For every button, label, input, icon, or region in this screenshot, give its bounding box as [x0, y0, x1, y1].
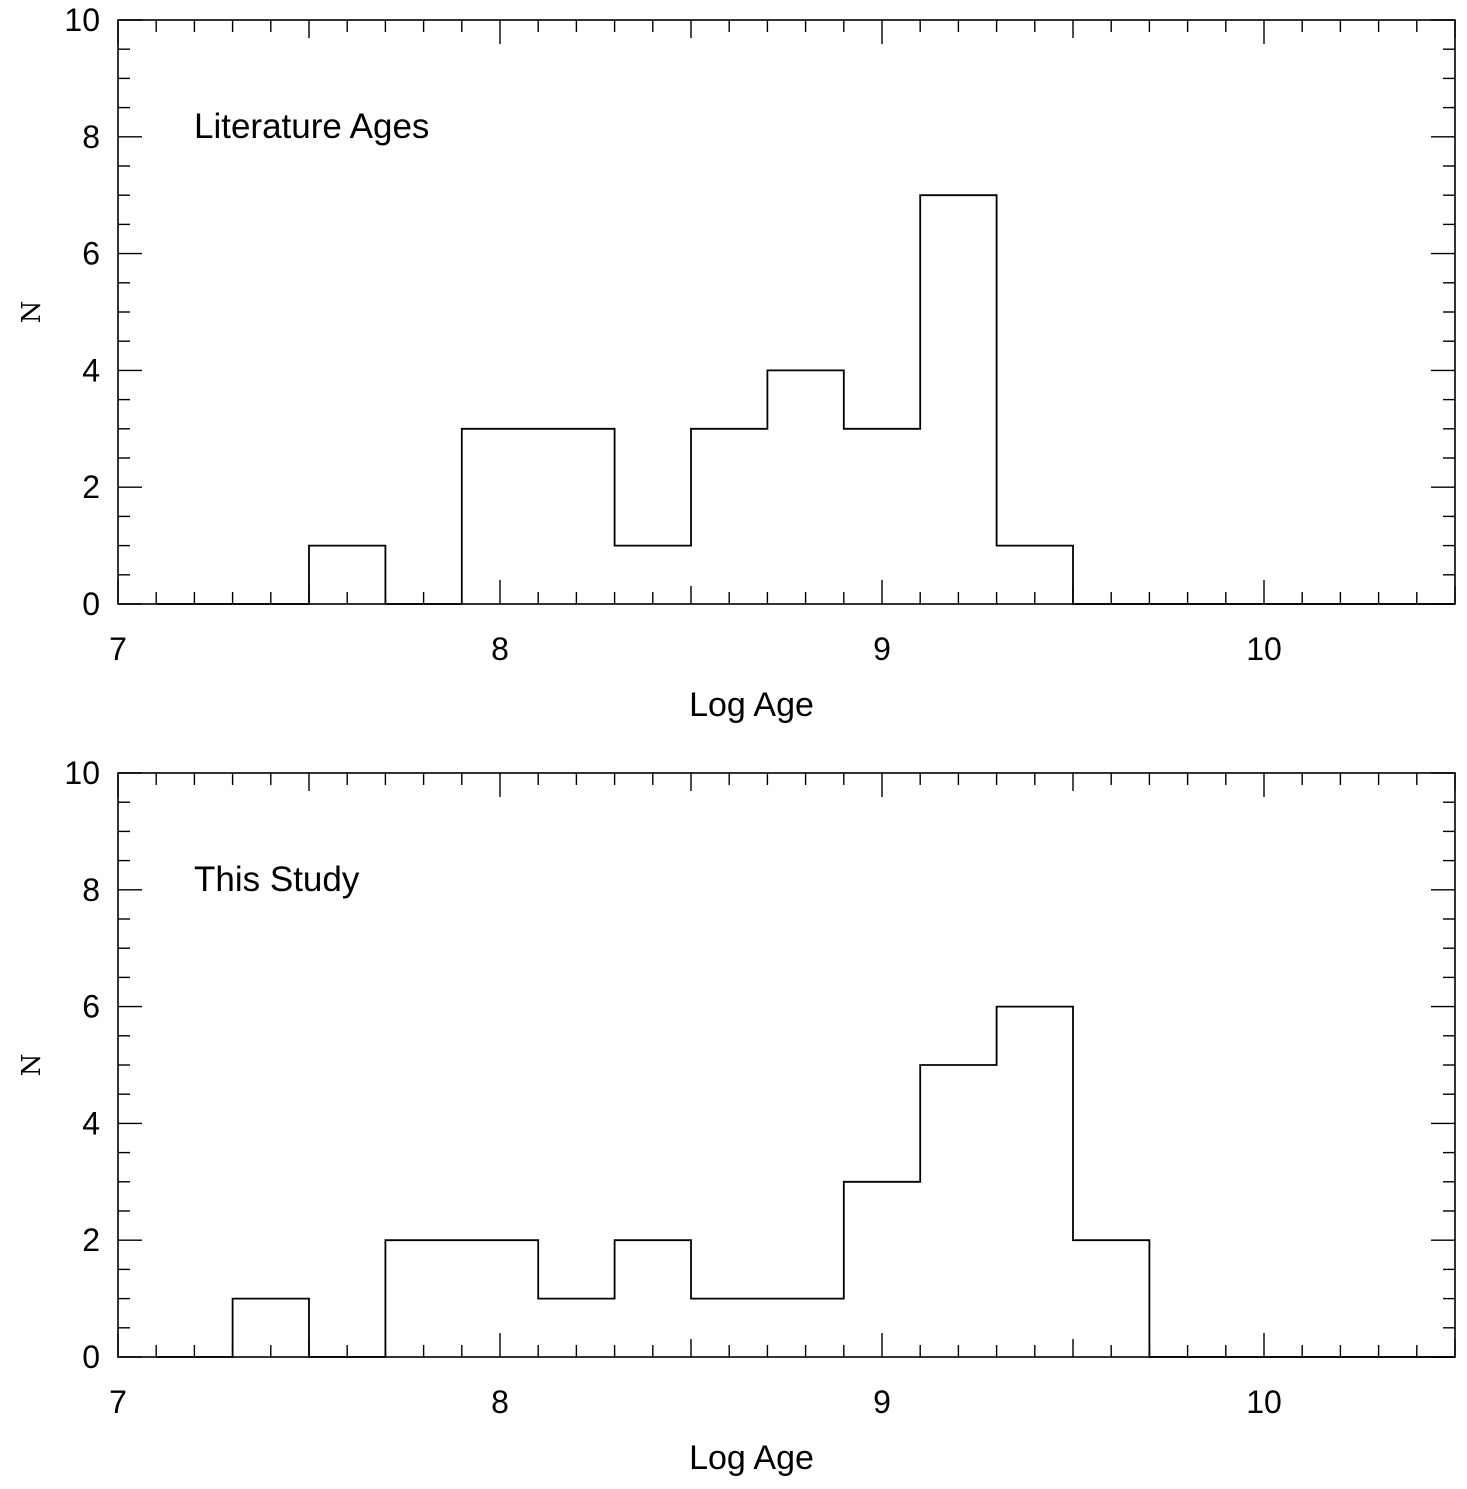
y-tick-label: 6 — [82, 236, 100, 272]
y-tick-label: 10 — [64, 755, 100, 791]
y-tick-label: 8 — [82, 872, 100, 908]
x-tick-label: 7 — [109, 1384, 127, 1420]
histogram-bar — [920, 1065, 996, 1357]
x-tick-label: 10 — [1246, 1384, 1282, 1420]
x-tick-label: 8 — [491, 631, 509, 667]
y-axis-label: N — [17, 1054, 47, 1077]
histogram-bar — [1073, 1240, 1149, 1357]
histogram-bar — [844, 1182, 920, 1357]
histogram-bar — [691, 429, 767, 604]
panel-annotation-this-study: This Study — [194, 860, 360, 899]
y-tick-label: 8 — [82, 119, 100, 155]
x-tick-label: 9 — [873, 631, 891, 667]
x-tick-label: 9 — [873, 1384, 891, 1420]
panel-this-study: 7 8 9 10 0 2 4 6 8 10 Log Age N This Study — [17, 755, 1456, 1477]
panel-annotation-literature-ages: Literature Ages — [194, 107, 429, 146]
histogram-step-line — [156, 194, 1455, 605]
x-axis-label: Log Age — [689, 686, 814, 724]
y-tick-label: 2 — [82, 469, 100, 505]
y-tick-label: 4 — [82, 1105, 100, 1141]
histogram-bar — [615, 1240, 691, 1357]
y-tick-label: 4 — [82, 352, 100, 388]
histogram-bar — [844, 429, 920, 604]
histogram-bar — [385, 1240, 461, 1357]
histogram-bar — [462, 429, 538, 604]
x-axis-label: Log Age — [689, 1439, 814, 1477]
x-tick-label: 7 — [109, 631, 127, 667]
y-tick-label: 10 — [64, 2, 100, 38]
y-tick-label: 0 — [82, 1339, 100, 1375]
y-axis-label: N — [17, 301, 47, 324]
histogram-bar — [767, 370, 843, 604]
histogram-step-line — [156, 1005, 1455, 1358]
histogram-bar — [538, 429, 614, 604]
y-tick-label: 6 — [82, 989, 100, 1025]
y-tick-label: 0 — [82, 586, 100, 622]
panel-literature-ages: 7 8 9 10 0 2 4 6 8 10 Log Age N Literature Ages — [17, 2, 1456, 724]
y-tick-label: 2 — [82, 1222, 100, 1258]
x-tick-label: 8 — [491, 1384, 509, 1420]
x-tick-label: 10 — [1246, 631, 1282, 667]
histogram-bar — [920, 195, 996, 604]
histogram-bar — [997, 1007, 1073, 1357]
